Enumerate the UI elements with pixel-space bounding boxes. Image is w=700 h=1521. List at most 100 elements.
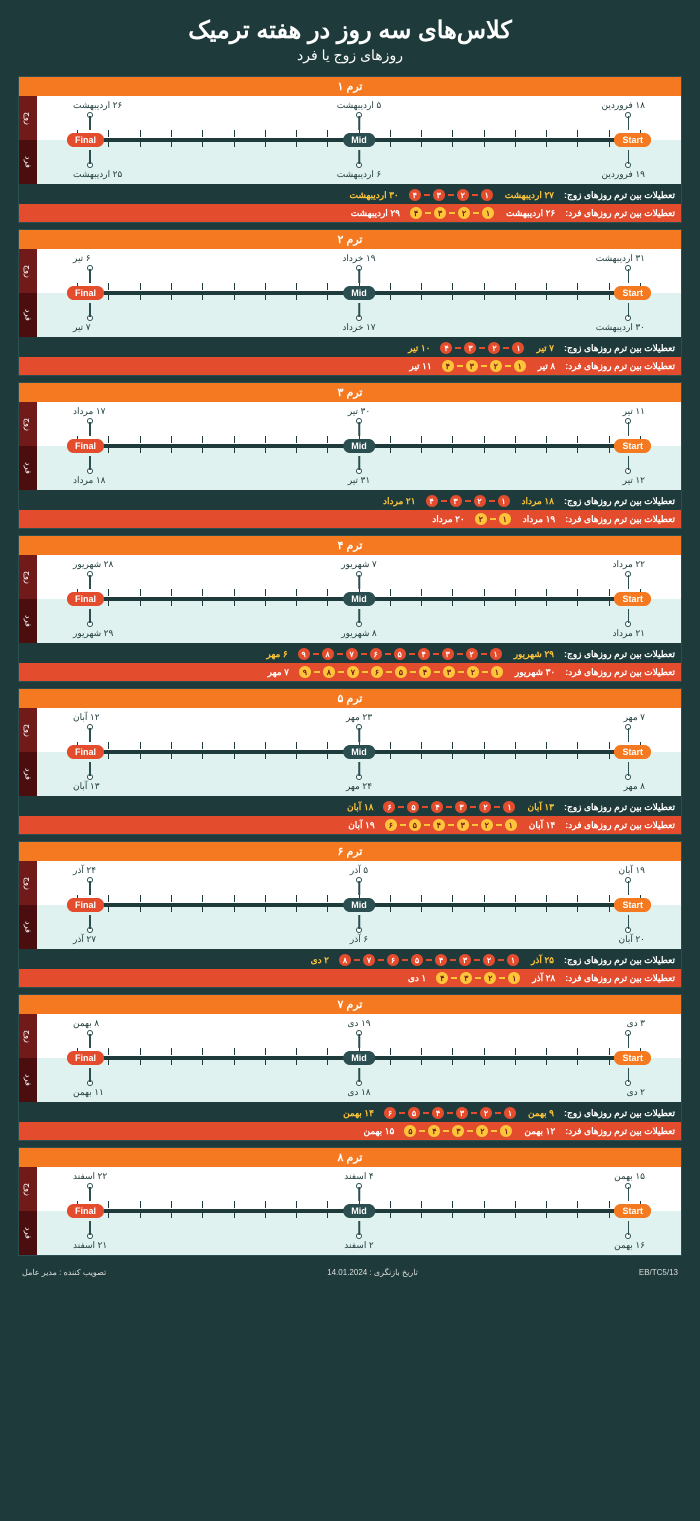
- timeline-label: ۲ اسفند: [344, 1240, 373, 1251]
- day-badge: ۳: [450, 495, 462, 507]
- term-block: ترم ۲ ۳۱ اردیبهشت ۱۹ خرداد ۶ تیر Start M…: [18, 229, 682, 376]
- timeline-connector-icon: [628, 303, 630, 317]
- day-badge: ۱: [503, 801, 515, 813]
- badge-connector-icon: [419, 1130, 425, 1132]
- timeline-label: ۱۹ خرداد: [342, 253, 375, 264]
- timeline-label: ۵ آذر: [350, 865, 368, 876]
- holiday-badges: ۱۲۳۴۵۶۷۸۹: [299, 666, 503, 678]
- timeline-connector-icon: [628, 881, 630, 895]
- final-pill: Final: [67, 133, 104, 147]
- timeline-connector-icon: [628, 762, 630, 776]
- holiday-row: تعطیلات بین ترم روزهای فرد: ۱۴ آبان ۱۲۳۴…: [19, 816, 681, 834]
- timeline-label: ۸ شهریور: [341, 628, 377, 639]
- holiday-row: تعطیلات بین ترم روزهای زوج: ۱۳ آبان ۱۲۳۴…: [19, 798, 681, 816]
- side-tab-even: زوج: [19, 402, 37, 446]
- day-badge: ۸: [323, 666, 335, 678]
- badge-connector-icon: [449, 212, 455, 214]
- timeline-connector-icon: [89, 1221, 91, 1235]
- holiday-date-end: ۶ مهر: [266, 649, 287, 660]
- timeline-connector-icon: [358, 150, 360, 164]
- holiday-date-end: ۲۰ مرداد: [432, 514, 464, 525]
- day-badge: ۴: [426, 495, 438, 507]
- badge-connector-icon: [338, 671, 344, 673]
- holiday-date-end: ۱۱ تیر: [409, 361, 431, 372]
- day-badge: ۴: [432, 1107, 444, 1119]
- timeline-label: ۷ شهریور: [341, 559, 377, 570]
- badge-connector-icon: [424, 194, 430, 196]
- day-badge: ۳: [464, 342, 476, 354]
- timeline-connector-icon: [358, 915, 360, 929]
- timeline-wrap: ۳ دی ۱۹ دی ۸ بهمن Start Mid Final زوج ۲ …: [19, 1014, 681, 1102]
- timeline-label: ۱۷ مرداد: [73, 406, 105, 417]
- day-badge: ۳: [460, 972, 472, 984]
- timeline-label: ۶ تیر: [73, 253, 91, 264]
- holiday-badges: ۱۲۳۴۵۶۷۸۹: [298, 648, 502, 660]
- timeline-label: ۱۸ مرداد: [73, 475, 105, 486]
- badge-connector-icon: [481, 365, 487, 367]
- day-badge: ۱: [514, 360, 526, 372]
- timeline-connector-icon: [358, 728, 360, 742]
- timeline-label: ۲۷ آذر: [73, 934, 96, 945]
- mid-pill: Mid: [343, 745, 375, 759]
- day-badge: ۲: [481, 819, 493, 831]
- day-badge: ۴: [433, 819, 445, 831]
- timeline-label: ۱۱ تیر: [623, 406, 645, 417]
- timeline-label: ۲۱ اسفند: [73, 1240, 107, 1251]
- holiday-label: تعطیلات بین ترم روزهای زوج:: [564, 190, 675, 201]
- badge-connector-icon: [489, 500, 495, 502]
- badge-connector-icon: [424, 824, 430, 826]
- mid-pill: Mid: [343, 592, 375, 606]
- final-pill: Final: [67, 1051, 104, 1065]
- day-badge: ۳: [457, 819, 469, 831]
- timeline-label: ۱۲ آبان: [73, 712, 100, 723]
- timeline-body: ۱۲ تیر ۳۱ تیر ۱۸ مرداد Start Mid Final: [37, 446, 681, 490]
- timeline-label: ۲۸ شهریور: [73, 559, 113, 570]
- side-tab-odd: فرد: [19, 1058, 37, 1102]
- term-header: ترم ۵: [19, 689, 681, 708]
- side-tab-even: زوج: [19, 861, 37, 905]
- day-badge: ۱: [481, 189, 493, 201]
- start-pill: Start: [614, 133, 651, 147]
- day-badge: ۷: [347, 666, 359, 678]
- day-badge: ۲: [488, 342, 500, 354]
- holiday-label: تعطیلات بین ترم روزهای فرد:: [565, 514, 675, 525]
- term-block: ترم ۵ ۷ مهر ۲۳ مهر ۱۲ آبان Start Mid Fin…: [18, 688, 682, 835]
- timeline-connector-icon: [89, 269, 91, 283]
- day-badge: ۳: [459, 954, 471, 966]
- timeline-odd: ۸ مهر ۲۴ مهر ۱۳ آبان Start Mid Final فرد: [19, 752, 681, 796]
- holiday-date-start: ۱۹ مرداد: [523, 514, 555, 525]
- mid-pill: Mid: [343, 898, 375, 912]
- day-badge: ۵: [407, 801, 419, 813]
- day-badge: ۶: [385, 819, 397, 831]
- holiday-badges: ۱۲۳۴۵۶: [385, 819, 517, 831]
- day-badge: ۳: [434, 207, 446, 219]
- badge-connector-icon: [410, 671, 416, 673]
- timeline-connector-icon: [358, 762, 360, 776]
- holiday-date-end: ۲ دی: [311, 955, 329, 966]
- timeline-label: ۲۳ مهر: [346, 712, 372, 723]
- timeline-label: ۱۸ فروردین: [602, 100, 646, 111]
- holiday-label: تعطیلات بین ترم روزهای فرد:: [565, 973, 675, 984]
- timeline-connector-icon: [89, 116, 91, 130]
- timeline-connector-icon: [628, 422, 630, 436]
- holiday-date-start: ۱۴ آبان: [529, 820, 556, 831]
- timeline-connector-icon: [358, 881, 360, 895]
- badge-connector-icon: [451, 977, 457, 979]
- badge-connector-icon: [314, 671, 320, 673]
- badge-connector-icon: [470, 806, 476, 808]
- final-pill: Final: [67, 1204, 104, 1218]
- day-badge: ۸: [322, 648, 334, 660]
- day-badge: ۵: [394, 648, 406, 660]
- badge-connector-icon: [481, 653, 487, 655]
- holiday-date-end: ۱۸ آبان: [347, 802, 374, 813]
- timeline-connector-icon: [358, 575, 360, 589]
- holiday-label: تعطیلات بین ترم روزهای زوج:: [564, 496, 675, 507]
- badge-connector-icon: [361, 653, 367, 655]
- timeline-odd: ۱۲ تیر ۳۱ تیر ۱۸ مرداد Start Mid Final ف…: [19, 446, 681, 490]
- timeline-connector-icon: [628, 1187, 630, 1201]
- timeline-connector-icon: [358, 1187, 360, 1201]
- start-pill: Start: [614, 592, 651, 606]
- badge-connector-icon: [423, 1112, 429, 1114]
- badge-connector-icon: [425, 212, 431, 214]
- timeline-label: ۸ بهمن: [73, 1018, 99, 1029]
